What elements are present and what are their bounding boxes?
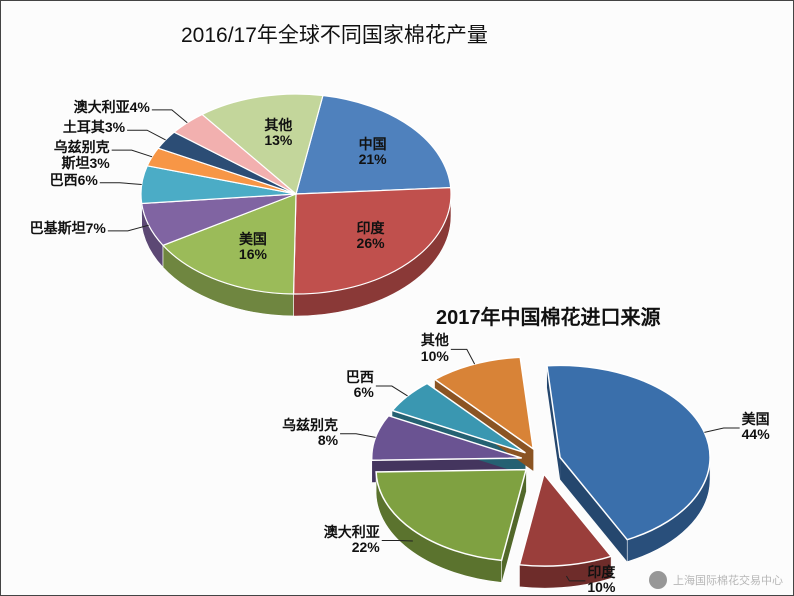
watermark-text: 上海国际棉花交易中心: [673, 572, 783, 588]
chart-1-slice-label: 巴西6%: [0, 173, 98, 188]
chart-1-slice-label: 印度 26%: [336, 221, 406, 252]
chart-2-slice-label: 其他 10%: [359, 333, 449, 364]
chart-2-slice-label: 美国 44%: [742, 412, 794, 443]
chart-2-slice-label: 巴西 6%: [284, 370, 374, 401]
figure-root: 2016/17年全球不同国家棉花产量 2017年中国棉花进口来源 上海国际棉花交…: [0, 0, 794, 596]
chart-1-slice-label: 其他 13%: [243, 118, 313, 149]
chart-1-slice-label: 中国 21%: [338, 137, 408, 168]
chart-2-slice-label: 澳大利亚 22%: [290, 525, 380, 556]
chart-2-slice-label: 印度 10%: [587, 565, 677, 596]
chart-1-slice-label: 巴基斯坦7%: [0, 221, 106, 236]
chart-2-slice-label: 乌兹别克 8%: [248, 418, 338, 449]
chart-1-slice-label: 土耳其3%: [15, 120, 125, 135]
chart-1-slice-label: 澳大利亚4%: [40, 100, 150, 115]
chart-1-slice-label: 美国 16%: [218, 232, 288, 263]
chart-1-slice-label: 乌兹别克 斯坦3%: [0, 140, 110, 171]
chart-2-pie: [1, 1, 794, 596]
